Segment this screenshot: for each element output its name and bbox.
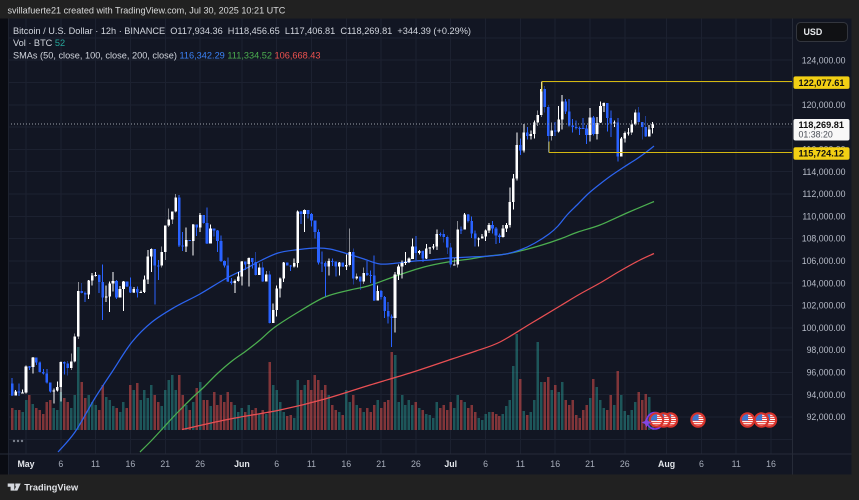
svg-text:11: 11 xyxy=(516,459,525,469)
svg-text:112,000.00: 112,000.00 xyxy=(802,189,845,199)
svg-text:16: 16 xyxy=(341,459,351,469)
svg-text:6: 6 xyxy=(483,459,488,469)
svg-text:Vol · BTC 52: Vol · BTC 52 xyxy=(13,38,65,48)
svg-text:TradingView: TradingView xyxy=(24,483,79,493)
svg-text:21: 21 xyxy=(585,459,595,469)
svg-text:96,000.00: 96,000.00 xyxy=(807,368,846,378)
svg-text:124,000.00: 124,000.00 xyxy=(802,55,846,65)
svg-text:120,000.00: 120,000.00 xyxy=(802,100,846,110)
svg-text:21: 21 xyxy=(160,459,170,469)
svg-text:92,000.00: 92,000.00 xyxy=(807,412,846,422)
svg-text:104,000.00: 104,000.00 xyxy=(802,278,846,288)
svg-text:11: 11 xyxy=(732,459,741,469)
svg-text:26: 26 xyxy=(620,459,630,469)
svg-text:6: 6 xyxy=(58,459,63,469)
svg-text:Jul: Jul xyxy=(444,459,457,469)
svg-text:SMAs (50, close, 100, close, 2: SMAs (50, close, 100, close, 200, close)… xyxy=(13,50,321,60)
svg-text:122,077.61: 122,077.61 xyxy=(799,78,845,88)
svg-text:Aug: Aug xyxy=(658,459,675,469)
svg-text:114,000.00: 114,000.00 xyxy=(802,167,845,177)
svg-text:6: 6 xyxy=(699,459,704,469)
svg-text:11: 11 xyxy=(307,459,316,469)
svg-text:108,000.00: 108,000.00 xyxy=(802,234,846,244)
svg-text:26: 26 xyxy=(195,459,205,469)
svg-text:100,000.00: 100,000.00 xyxy=(802,323,846,333)
svg-text:98,000.00: 98,000.00 xyxy=(807,345,846,355)
svg-text:6: 6 xyxy=(274,459,279,469)
svg-text:USD: USD xyxy=(804,27,823,37)
svg-text:21: 21 xyxy=(376,459,386,469)
svg-text:94,000.00: 94,000.00 xyxy=(807,390,846,400)
svg-text:01:38:20: 01:38:20 xyxy=(799,129,833,139)
svg-text:26: 26 xyxy=(411,459,421,469)
svg-text:16: 16 xyxy=(766,459,776,469)
svg-text:118,269.81: 118,269.81 xyxy=(799,120,844,130)
svg-text:16: 16 xyxy=(126,459,136,469)
svg-text:11: 11 xyxy=(91,459,100,469)
svg-text:May: May xyxy=(17,459,34,469)
svg-text:Jun: Jun xyxy=(234,459,250,469)
svg-text:106,000.00: 106,000.00 xyxy=(802,256,846,266)
svg-text:115,724.12: 115,724.12 xyxy=(799,149,844,159)
svg-text:svillafuerte21 created with Tr: svillafuerte21 created with TradingView.… xyxy=(8,6,286,16)
svg-text:Bitcoin / U.S. Dollar · 12h ·: Bitcoin / U.S. Dollar · 12h · BINANCE O1… xyxy=(13,26,471,36)
svg-text:102,000.00: 102,000.00 xyxy=(802,301,846,311)
svg-text:16: 16 xyxy=(550,459,560,469)
svg-text:110,000.00: 110,000.00 xyxy=(802,211,845,221)
